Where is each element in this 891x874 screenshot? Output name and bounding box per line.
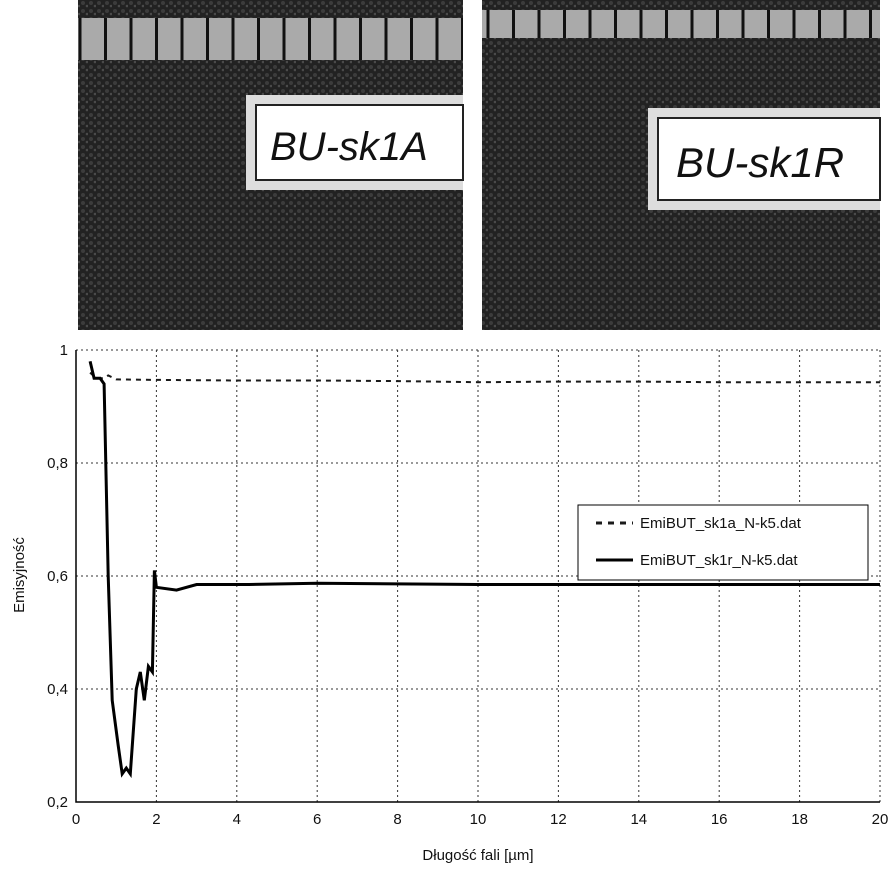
x-tick-label: 8 [393,811,401,828]
x-tick-label: 20 [872,811,889,828]
x-tick-label: 16 [711,811,728,828]
y-tick-label: 0,8 [47,455,68,472]
y-tick-label: 0,2 [47,794,68,811]
x-axis-label: Długość fali [µm] [422,847,533,864]
y-tick-label: 0,6 [47,568,68,585]
x-tick-label: 12 [550,811,567,828]
axes [75,350,880,803]
legend-label: EmiBUT_sk1a_N-k5.dat [640,515,802,532]
legend-label: EmiBUT_sk1r_N-k5.dat [640,552,798,569]
line [89,371,880,384]
photo-left: BU-sk1A [78,0,464,330]
legend-box [577,504,869,581]
x-tick-label: 2 [152,811,160,828]
y-tick-label: 1 [60,342,68,359]
photo-label: BU-sk1A [270,125,428,169]
y-axis-label: Emisyjność [11,537,28,613]
x-tick-label: 10 [470,811,487,828]
x-tick-label: 6 [313,811,321,828]
photo-label: BU-sk1R [676,139,844,186]
photo-right: BU-sk1R [482,0,881,330]
y-tick-label: 0,4 [47,681,68,698]
x-tick-label: 18 [791,811,808,828]
x-tick-label: 14 [630,811,647,828]
line [88,360,880,779]
x-tick-label: 0 [72,811,80,828]
x-tick-label: 4 [233,811,241,828]
